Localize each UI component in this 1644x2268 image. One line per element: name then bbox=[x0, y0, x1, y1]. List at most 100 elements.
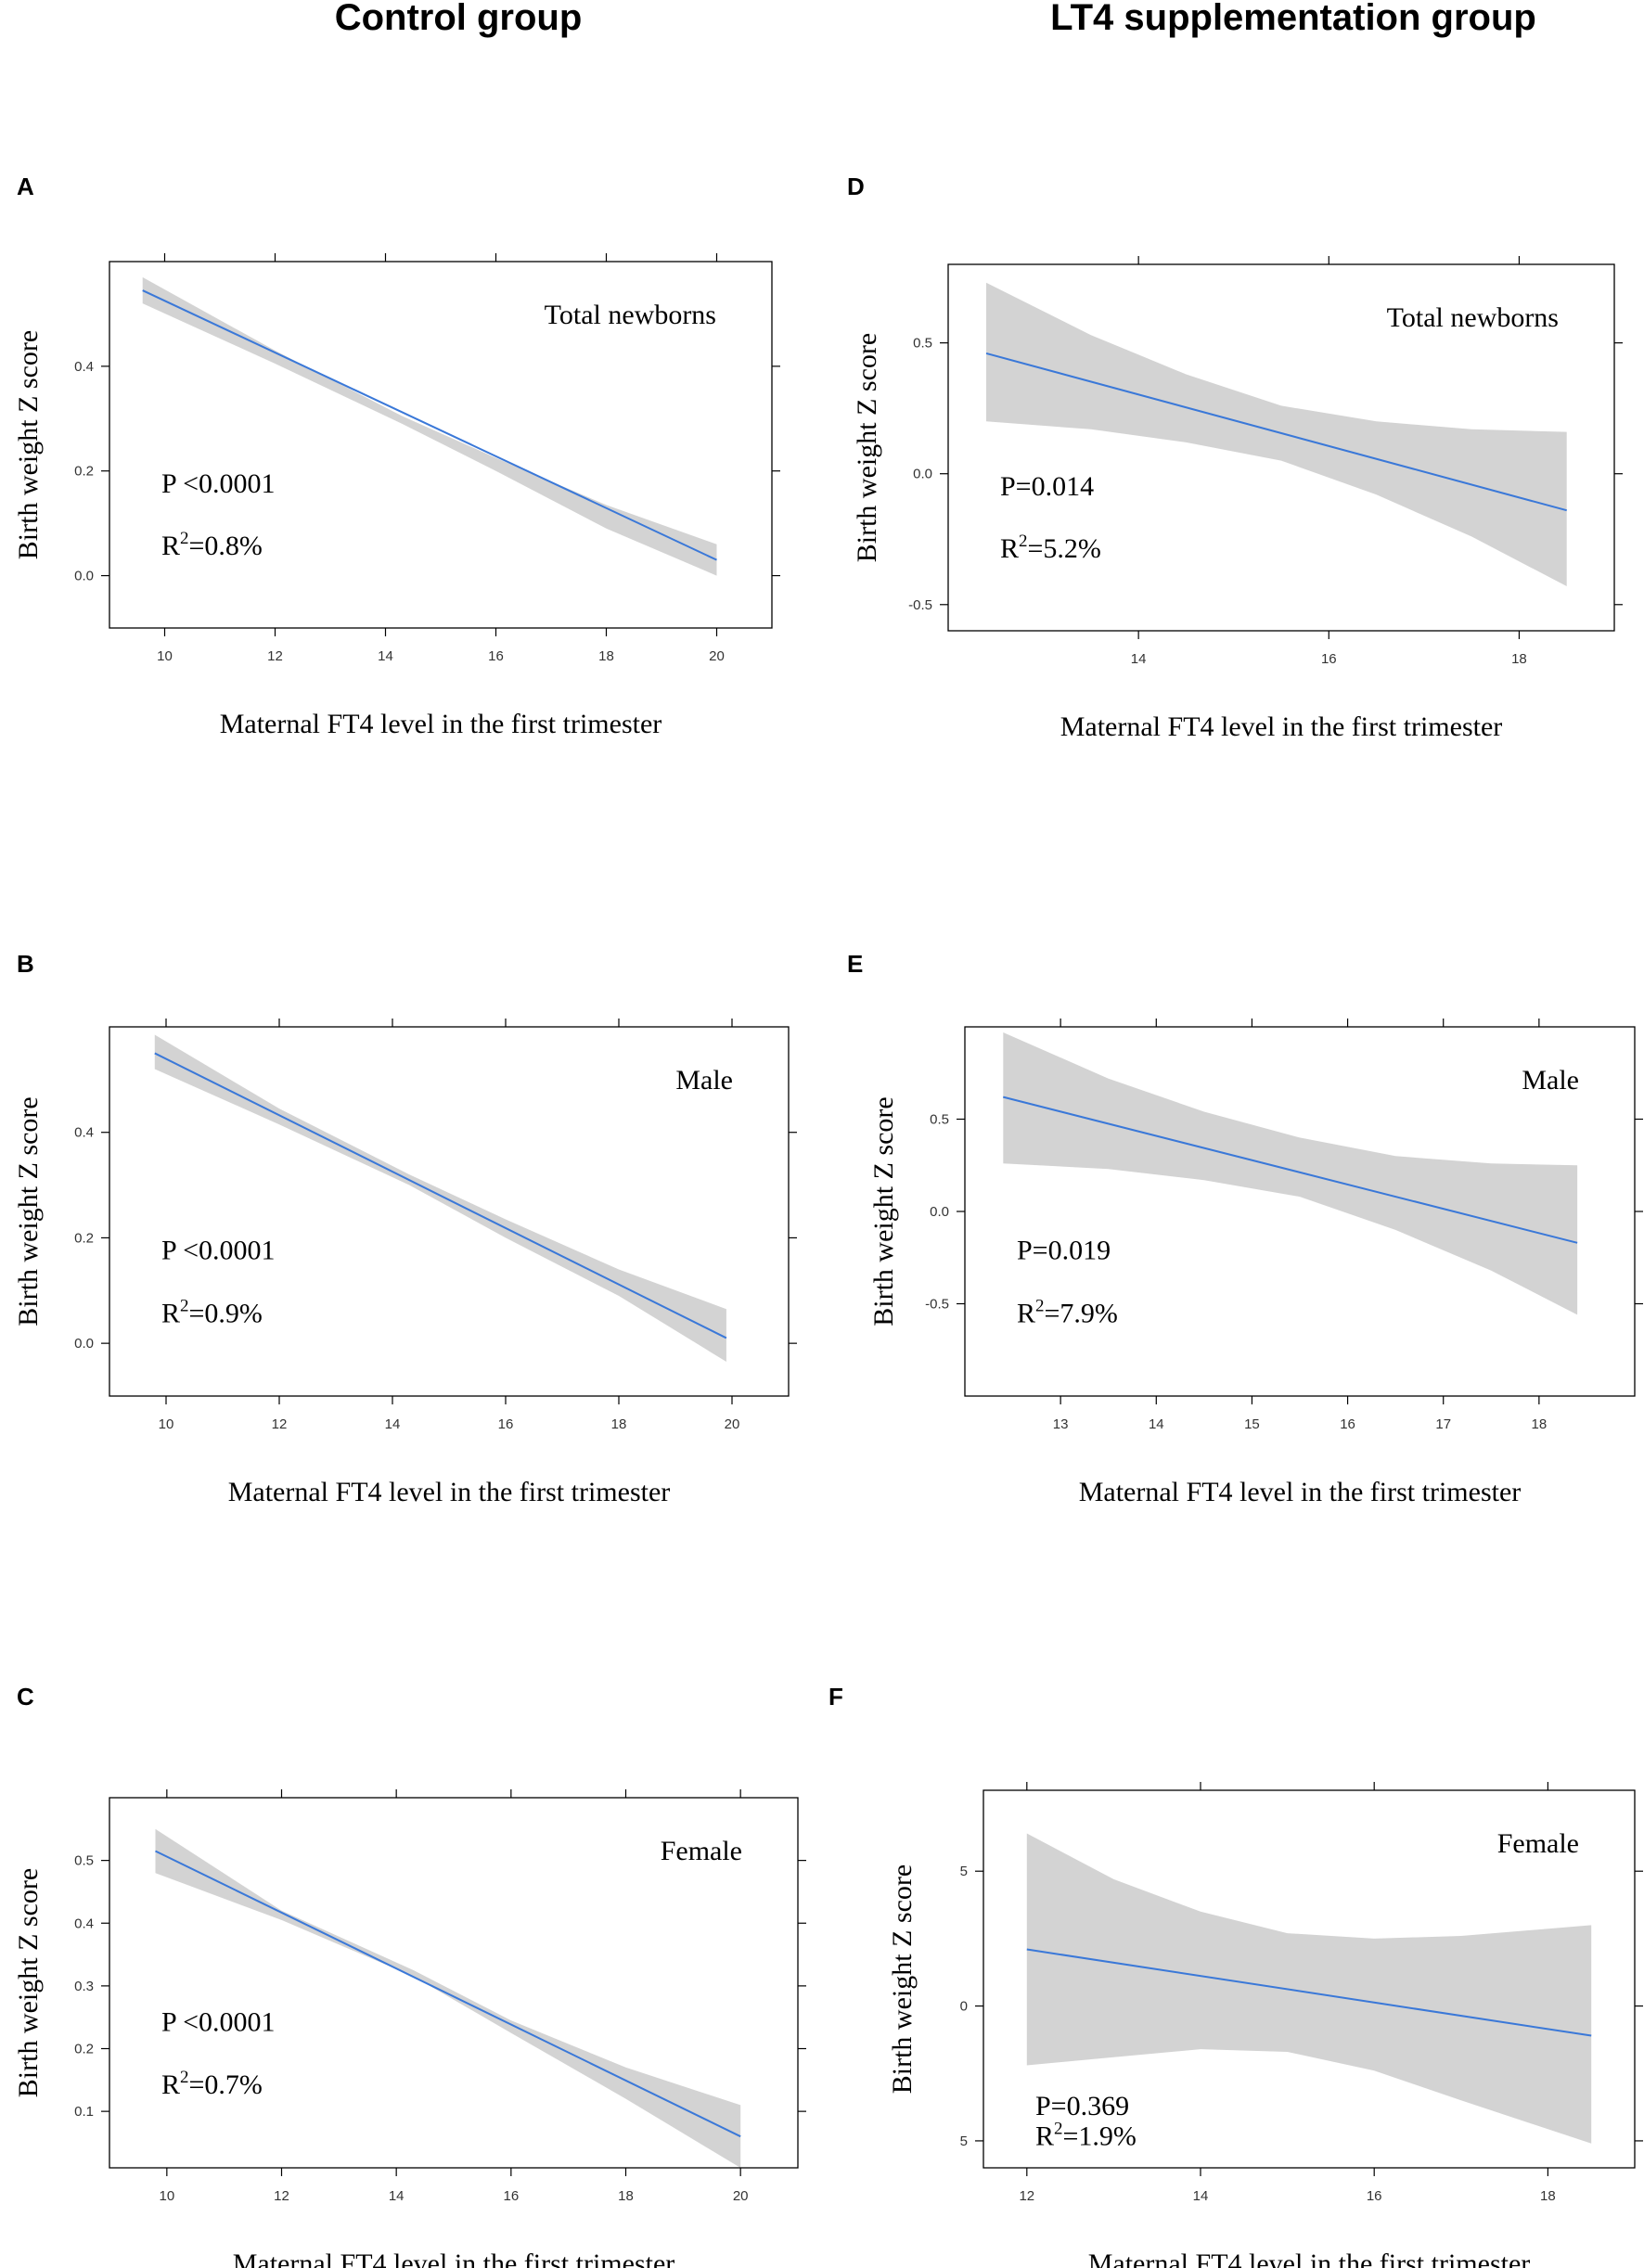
r-squared-exponent: 2 bbox=[180, 2068, 189, 2087]
y-tick-label: -0.5 bbox=[925, 1297, 949, 1313]
panel-letter: D bbox=[847, 173, 865, 200]
plot-frame bbox=[947, 263, 1615, 632]
x-tick-label: 18 bbox=[598, 648, 614, 664]
r-squared-exponent: 2 bbox=[1019, 532, 1028, 551]
x-axis-label: Maternal FT4 level in the first trimeste… bbox=[228, 1477, 671, 1507]
x-tick-label: 18 bbox=[618, 2188, 634, 2204]
confidence-band bbox=[142, 276, 717, 576]
y-tick-label: 0.4 bbox=[74, 1916, 94, 1931]
x-tick-label: 20 bbox=[725, 1416, 740, 1432]
x-tick-label: 16 bbox=[498, 1416, 514, 1432]
x-tick-label: 16 bbox=[503, 2188, 519, 2204]
x-tick-label: 10 bbox=[159, 2188, 174, 2204]
y-tick-label: 0.4 bbox=[74, 1125, 94, 1141]
y-tick-label: 5 bbox=[960, 2133, 968, 2149]
r-squared: R2=0.9% bbox=[161, 1296, 263, 1328]
y-tick-label: 0.4 bbox=[74, 359, 94, 375]
panel-b: B 10 12 14 16 18 20 0.0 0.2 0.4 Maternal FT4 level… bbox=[13, 950, 797, 1507]
y-axis-label: Birth weight Z score bbox=[868, 1096, 899, 1326]
r-squared-symbol: R bbox=[161, 2069, 180, 2100]
series-label: Male bbox=[675, 1065, 733, 1096]
p-value: P=0.369 bbox=[1035, 2091, 1129, 2121]
x-tick-label: 18 bbox=[1511, 651, 1527, 667]
p-value: P=0.014 bbox=[1000, 471, 1094, 502]
plot-frame bbox=[983, 1789, 1636, 2169]
x-tick-label: 17 bbox=[1435, 1416, 1451, 1432]
r-squared-symbol: R bbox=[161, 1298, 180, 1328]
confidence-band bbox=[155, 1828, 741, 2168]
r-squared: R2=5.2% bbox=[1000, 532, 1101, 564]
y-tick-label: -0.5 bbox=[908, 597, 932, 613]
x-tick-label: 12 bbox=[274, 2188, 289, 2204]
plot-frame bbox=[109, 1026, 790, 1397]
r-squared-symbol: R bbox=[1000, 533, 1019, 564]
x-tick-label: 20 bbox=[733, 2188, 749, 2204]
x-tick-label: 13 bbox=[1053, 1416, 1069, 1432]
regression-line bbox=[154, 1052, 727, 1339]
p-value: P <0.0001 bbox=[161, 2006, 276, 2037]
x-tick-label: 20 bbox=[709, 648, 725, 664]
regression-line bbox=[142, 289, 717, 561]
x-tick-label: 10 bbox=[157, 648, 173, 664]
x-tick-label: 16 bbox=[488, 648, 504, 664]
p-value: P=0.019 bbox=[1017, 1236, 1111, 1266]
y-axis-label: Birth weight Z score bbox=[13, 1868, 44, 2097]
x-axis-label: Maternal FT4 level in the first trimeste… bbox=[1088, 2249, 1531, 2268]
y-axis-label: Birth weight Z score bbox=[13, 1096, 44, 1326]
y-tick-label: 0 bbox=[960, 1999, 968, 2015]
x-tick-label: 12 bbox=[272, 1416, 288, 1432]
p-value: P <0.0001 bbox=[161, 1236, 276, 1266]
x-tick-label: 14 bbox=[1193, 2188, 1209, 2204]
y-tick-label: 0.2 bbox=[74, 2042, 94, 2057]
r-squared-symbol: R bbox=[1035, 2121, 1054, 2152]
confidence-band bbox=[154, 1034, 726, 1362]
column-title-control: Control group bbox=[335, 0, 583, 38]
x-tick-label: 14 bbox=[389, 2188, 405, 2204]
panel-letter: C bbox=[17, 1683, 34, 1711]
r-squared-symbol: R bbox=[161, 531, 180, 561]
x-tick-label: 12 bbox=[1019, 2188, 1034, 2204]
y-tick-label: 0.3 bbox=[74, 1979, 94, 1994]
series-label: Male bbox=[1522, 1065, 1579, 1096]
x-tick-label: 15 bbox=[1244, 1416, 1260, 1432]
regression-line bbox=[985, 352, 1567, 512]
y-tick-label: 0.0 bbox=[74, 1336, 94, 1352]
panel-d: D 14 16 18 -0.5 0.0 0.5 Maternal FT4 level in t… bbox=[847, 173, 1623, 742]
r-squared-value: =7.9% bbox=[1045, 1298, 1118, 1328]
y-tick-label: 0.5 bbox=[74, 1853, 94, 1869]
r-squared-exponent: 2 bbox=[1035, 1296, 1045, 1315]
r-squared: R2=1.9% bbox=[1035, 2120, 1137, 2152]
panel-letter: A bbox=[17, 173, 34, 200]
y-axis-label: Birth weight Z score bbox=[13, 330, 44, 559]
x-tick-label: 16 bbox=[1340, 1416, 1355, 1432]
y-tick-label: 0.5 bbox=[913, 336, 932, 352]
x-tick-label: 16 bbox=[1367, 2188, 1382, 2204]
y-tick-label: 0.0 bbox=[930, 1204, 949, 1220]
y-tick-label: 0.0 bbox=[74, 569, 94, 584]
r-squared: R2=0.7% bbox=[161, 2068, 263, 2100]
x-tick-label: 10 bbox=[159, 1416, 174, 1432]
x-axis-label: Maternal FT4 level in the first trimeste… bbox=[1060, 711, 1503, 742]
x-axis-label: Maternal FT4 level in the first trimeste… bbox=[233, 2249, 675, 2268]
y-tick-label: 0.5 bbox=[930, 1112, 949, 1128]
plot-frame bbox=[109, 1797, 799, 2169]
x-tick-label: 14 bbox=[1131, 651, 1147, 667]
panel-a: A 10 12 14 16 18 20 0.0 0.2 0.4 Maternal FT4 level… bbox=[13, 173, 780, 739]
x-tick-label: 14 bbox=[378, 648, 393, 664]
r-squared-value: =1.9% bbox=[1063, 2121, 1137, 2152]
panel-letter: B bbox=[17, 950, 34, 978]
confidence-band bbox=[986, 282, 1567, 586]
r-squared-exponent: 2 bbox=[180, 1296, 189, 1315]
x-tick-label: 18 bbox=[1532, 1416, 1548, 1432]
panel-letter: F bbox=[828, 1683, 843, 1711]
r-squared-value: =0.7% bbox=[189, 2069, 263, 2100]
series-label: Total newborns bbox=[1387, 302, 1559, 333]
panel-e: E 13 14 15 16 17 18 -0.5 0.0 0.5 Maternal FT4 leve… bbox=[847, 950, 1643, 1507]
regression-line bbox=[1003, 1096, 1578, 1244]
regression-line bbox=[155, 1850, 741, 2138]
x-axis-label: Maternal FT4 level in the first trimeste… bbox=[220, 709, 662, 739]
y-tick-label: 0.0 bbox=[913, 467, 932, 482]
y-tick-label: 0.2 bbox=[74, 1230, 94, 1246]
series-label: Female bbox=[661, 1836, 742, 1866]
